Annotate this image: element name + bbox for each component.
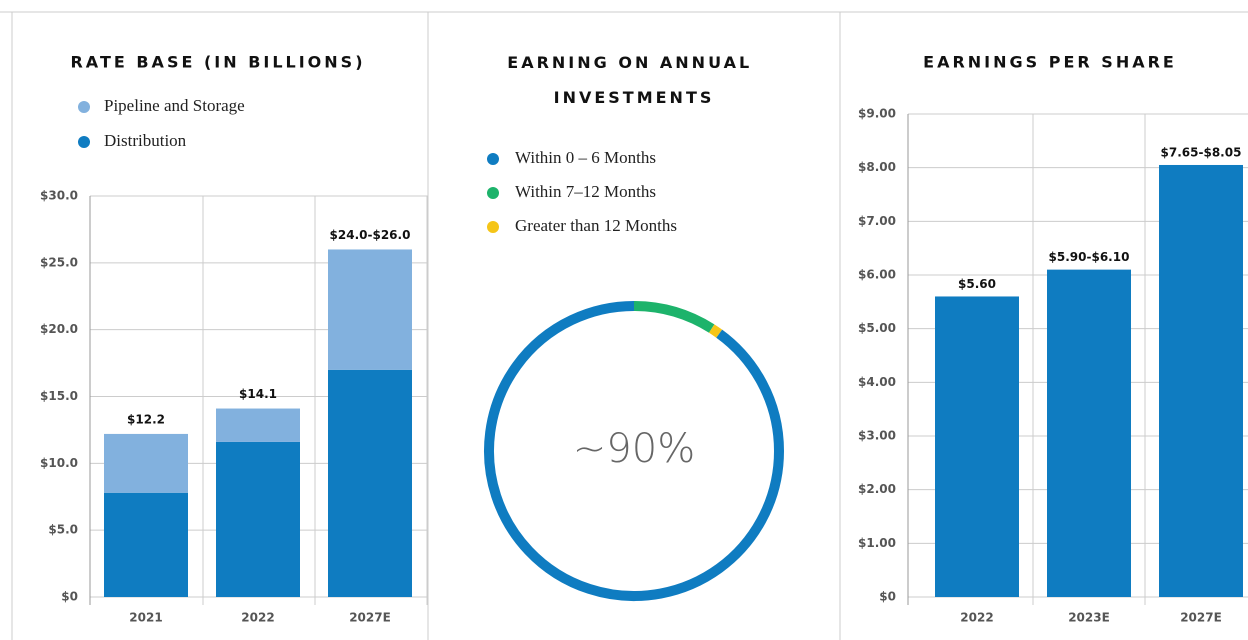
legend-swatch	[78, 136, 90, 148]
legend-swatch	[487, 153, 499, 165]
center-label: ~90%	[573, 426, 695, 472]
total-label: $24.0-$26.0	[330, 228, 411, 242]
bar-segment	[216, 441, 300, 597]
x-tick-label: 2027E	[349, 611, 391, 625]
bar	[1047, 269, 1131, 597]
y-tick-label: $4.00	[858, 375, 896, 389]
chart-title: RATE BASE (IN BILLIONS)	[70, 53, 365, 72]
y-tick-label: $9.00	[858, 107, 896, 121]
y-tick-label: $20.0	[40, 322, 78, 336]
x-tick-label: 2023E	[1068, 611, 1110, 625]
legend-swatch	[487, 187, 499, 199]
y-tick-label: $2.00	[858, 482, 896, 496]
legend-label: Pipeline and Storage	[104, 96, 245, 115]
x-tick-label: 2021	[129, 611, 162, 625]
y-tick-label: $0	[61, 590, 78, 604]
donut-segment	[708, 324, 723, 338]
y-tick-label: $5.0	[48, 523, 78, 537]
bar-segment	[104, 492, 188, 597]
total-label: $12.2	[127, 412, 165, 426]
y-tick-label: $1.00	[858, 536, 896, 550]
legend-label: Within 0 – 6 Months	[515, 148, 656, 167]
y-tick-label: $10.0	[40, 456, 78, 470]
y-tick-label: $8.00	[858, 160, 896, 174]
donut-segment	[484, 301, 784, 601]
legend-label: Within 7–12 Months	[515, 182, 656, 201]
value-label: $7.65-$8.05	[1161, 145, 1242, 159]
y-tick-label: $30.0	[40, 189, 78, 203]
y-tick-label: $0	[879, 590, 896, 604]
total-label: $14.1	[239, 387, 277, 401]
bar	[935, 296, 1019, 597]
y-tick-label: $3.00	[858, 429, 896, 443]
legend-label: Distribution	[104, 131, 187, 150]
legend-label: Greater than 12 Months	[515, 216, 677, 235]
x-tick-label: 2022	[960, 611, 993, 625]
bar-segment	[328, 369, 412, 597]
value-label: $5.60	[958, 277, 996, 291]
y-tick-label: $15.0	[40, 389, 78, 403]
chart-title: EARNINGS PER SHARE	[923, 53, 1177, 72]
bar-segment	[216, 408, 300, 442]
donut-segment	[633, 301, 715, 333]
y-tick-label: $7.00	[858, 214, 896, 228]
x-tick-label: 2027E	[1180, 611, 1222, 625]
y-tick-label: $25.0	[40, 255, 78, 269]
value-label: $5.90-$6.10	[1049, 250, 1130, 264]
x-tick-label: 2022	[241, 611, 274, 625]
y-tick-label: $6.00	[858, 268, 896, 282]
legend-swatch	[487, 221, 499, 233]
y-tick-label: $5.00	[858, 321, 896, 335]
bar	[1159, 164, 1243, 597]
bar-segment	[104, 433, 188, 493]
legend-swatch	[78, 101, 90, 113]
chart-title: EARNING ON ANNUAL INVESTMENTS	[507, 53, 760, 107]
bar-segment	[328, 249, 412, 370]
